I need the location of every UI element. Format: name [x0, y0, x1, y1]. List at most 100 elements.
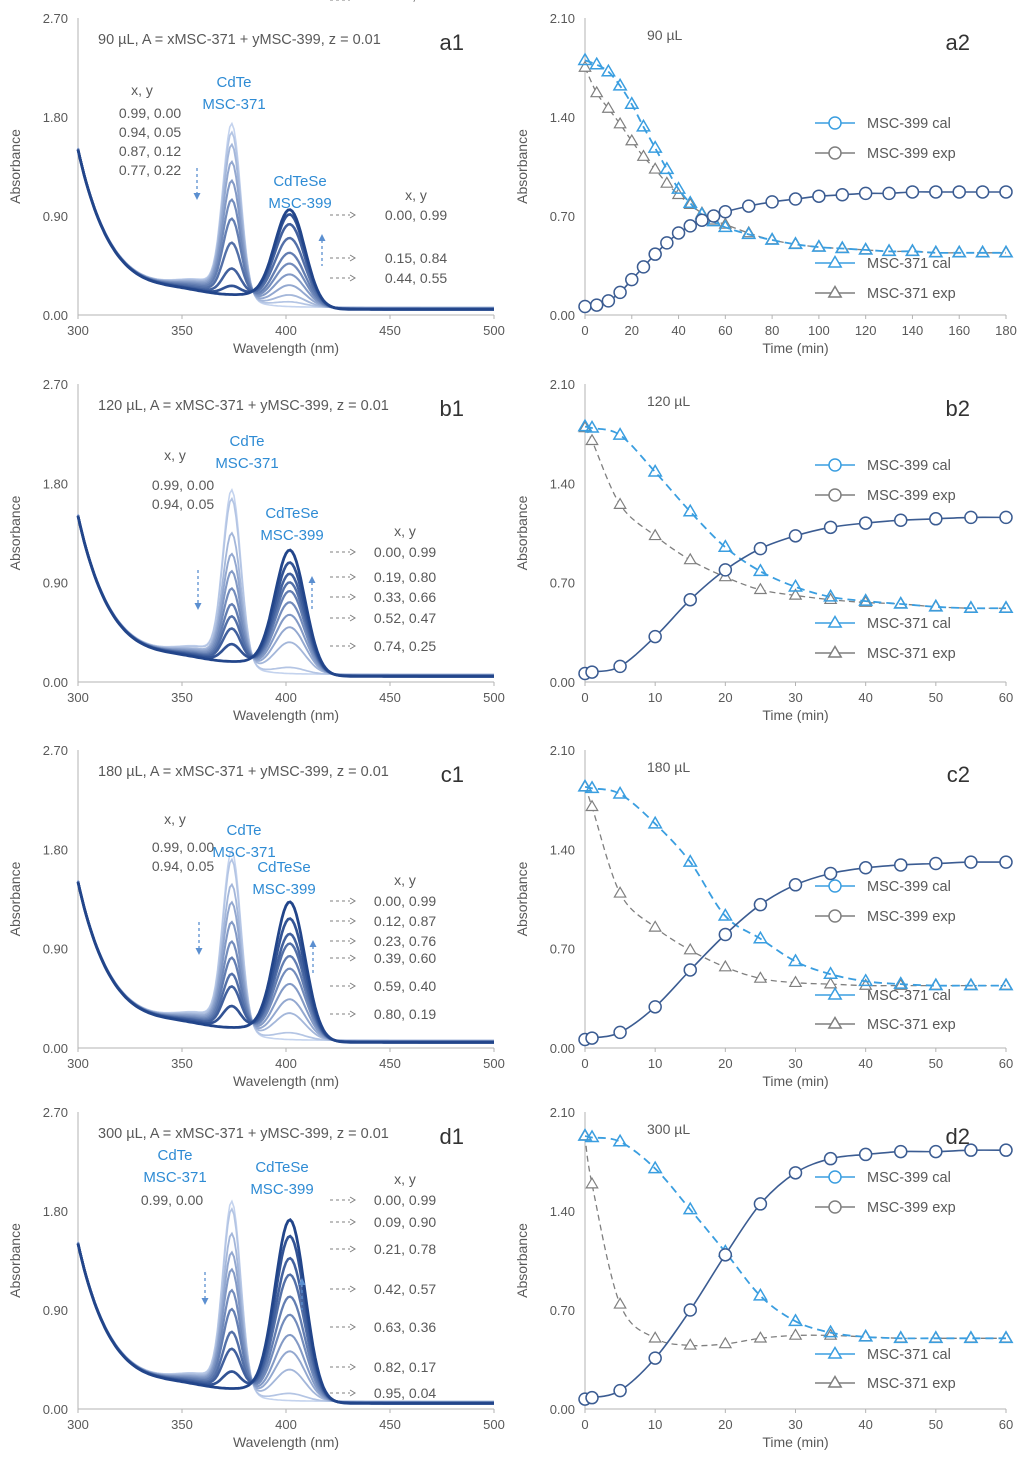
up-arrow-head — [298, 1278, 306, 1285]
panel-annotation: 300 µL — [647, 1121, 690, 1137]
series-msc371-cal-marker — [963, 977, 979, 991]
y-tick-label: 2.70 — [43, 743, 68, 758]
xy-header-right: x, y — [394, 872, 416, 888]
xy-left-value: 0.94, 0.05 — [119, 124, 181, 140]
x-tick-label: 50 — [929, 1056, 943, 1071]
peak1-sublabel: MSC-371 — [212, 844, 275, 861]
x-tick-label: 20 — [718, 690, 732, 705]
spectral-panel-c1: 0.00 0.90 1.80 2.70 300 350 400 450 500 Wavelengt… — [7, 743, 505, 1089]
y-tick-label: 1.80 — [43, 842, 68, 857]
series-msc399-marker — [882, 186, 896, 201]
x-tick-label: 40 — [858, 1417, 872, 1432]
panel-label: a2 — [946, 30, 970, 55]
series-msc399-marker — [718, 205, 733, 219]
series-msc371-exp-marker — [718, 959, 733, 972]
series-msc399-marker — [858, 861, 873, 875]
y-tick-label: 0.90 — [43, 1303, 68, 1318]
peak1-sublabel: MSC-371 — [215, 455, 278, 472]
x-tick-label: 400 — [275, 1417, 297, 1432]
series-msc371-cal-marker — [577, 778, 593, 792]
panel-annotation: 180 µL — [647, 759, 690, 775]
series-msc399-marker — [812, 189, 826, 203]
legend-label: MSC-371 exp — [867, 286, 956, 302]
xy-header-left: x, y — [164, 447, 186, 463]
xy-right-value: 0.63, 0.36 — [374, 1319, 436, 1335]
x-tick-label: 400 — [275, 690, 297, 705]
xy-right-value: 0.19, 0.80 — [374, 569, 436, 585]
x-tick-label: 40 — [671, 323, 685, 338]
kinetic-panel-d2: 0.00 0.70 1.40 2.10 0 10 20 30 40 50 60 Time (min) A… — [514, 1105, 1014, 1450]
series-msc371-cal-marker — [717, 908, 733, 921]
x-tick-label: 20 — [718, 1056, 732, 1071]
y-tick-label: 0.70 — [550, 942, 575, 957]
xy-left-value: 0.77, 0.22 — [119, 162, 181, 178]
series-msc371-exp-marker — [753, 1331, 768, 1343]
xy-pointer-head — [349, 954, 356, 962]
series-msc371-cal-line — [584, 59, 1006, 254]
y-tick-label: 0.00 — [43, 1402, 68, 1417]
x-tick-label: 350 — [171, 690, 193, 705]
xy-pointer-head — [349, 274, 356, 282]
xy-right-value: 0.39, 0.60 — [374, 950, 436, 966]
panel-title: 180 µL, A = xMSC-371 + yMSC-399, z = 0.0… — [98, 764, 389, 780]
y-tick-label: 2.10 — [550, 11, 575, 26]
kinetic-panel-b2: 0.00 0.70 1.40 2.10 0 10 20 30 40 50 60 Time (min) A… — [514, 377, 1014, 723]
y-tick-label: 2.10 — [550, 1105, 575, 1120]
xy-pointer-head — [349, 1389, 356, 1397]
series-msc371-exp-marker — [788, 588, 803, 600]
legend-label: MSC-371 exp — [867, 646, 956, 662]
xy-left-value: 0.94, 0.05 — [152, 496, 214, 512]
series-msc399-marker — [753, 897, 768, 912]
x-tick-label: 500 — [483, 1056, 505, 1071]
panel-label: d2 — [946, 1124, 970, 1149]
x-tick-label: 450 — [379, 1417, 401, 1432]
series-msc371-cal-marker — [998, 977, 1014, 991]
x-tick-label: 300 — [67, 690, 89, 705]
x-tick-label: 30 — [788, 1056, 802, 1071]
series-msc399-marker — [718, 563, 733, 577]
x-tick-label: 60 — [999, 690, 1013, 705]
series-msc399-marker — [929, 856, 943, 871]
legend-label: MSC-371 cal — [867, 988, 951, 1004]
series-msc399-marker — [706, 209, 721, 223]
xy-right-value: 0.09, 0.90 — [374, 1214, 436, 1230]
legend-marker — [828, 1200, 842, 1214]
y-tick-label: 0.00 — [43, 675, 68, 690]
legend-label: MSC-371 cal — [867, 256, 951, 272]
series-msc399-marker — [929, 185, 943, 199]
legend-marker — [827, 255, 843, 268]
series-msc371-cal-marker — [858, 241, 874, 255]
x-tick-label: 300 — [67, 1056, 89, 1071]
legend-marker — [827, 987, 843, 1000]
xy-header-left: x, y — [131, 82, 153, 98]
series-msc371-cal-marker — [682, 854, 698, 867]
series-msc371-cal-marker — [834, 240, 850, 254]
series-msc399-marker — [788, 878, 803, 892]
x-axis-label: Time (min) — [762, 1434, 828, 1450]
series-msc399-marker — [636, 260, 651, 274]
series-msc399-marker — [999, 510, 1013, 525]
legend-label: MSC-399 exp — [867, 488, 956, 504]
xy-pointer-head — [349, 937, 356, 945]
series-msc371-exp-marker — [601, 101, 616, 113]
series-msc371-cal-marker — [998, 244, 1014, 258]
series-msc399-marker — [578, 299, 592, 314]
xy-left-value: 0.99, 0.00 — [152, 477, 214, 493]
panel-annotation: 120 µL — [647, 393, 690, 409]
series-msc371-exp-marker — [648, 1331, 662, 1343]
x-tick-label: 0 — [581, 1056, 588, 1071]
series-msc399-marker — [788, 529, 803, 543]
xy-header-right: x, y — [394, 523, 416, 539]
y-axis-label: Absorbance — [7, 1223, 23, 1298]
xy-right-value: 0.59, 0.40 — [374, 978, 436, 994]
x-tick-label: 0 — [581, 690, 588, 705]
series-msc399-marker — [905, 185, 920, 199]
xy-right-value: 0.33, 0.66 — [374, 589, 436, 605]
spectral-panel-b1: 0.00 0.90 1.80 2.70 300 350 400 450 500 Wavelengt… — [7, 377, 505, 723]
down-arrow-head — [194, 603, 202, 610]
legend-marker — [827, 1375, 843, 1388]
xy-right-value: 0.00, 0.99 — [374, 544, 436, 560]
peak2-sublabel: MSC-399 — [260, 527, 323, 544]
y-tick-label: 1.40 — [550, 110, 575, 125]
series-msc371-exp-marker — [823, 976, 838, 989]
